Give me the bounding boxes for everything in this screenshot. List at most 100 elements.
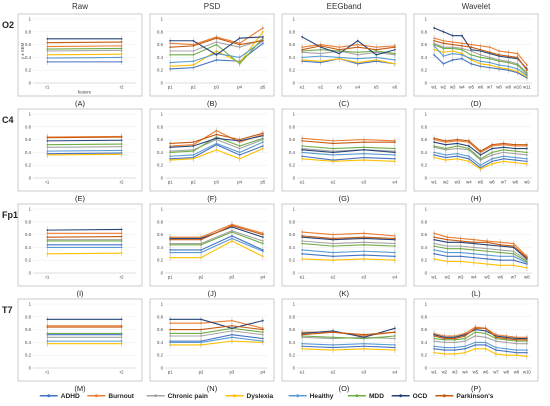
panel-label: (I) bbox=[76, 289, 84, 298]
series-line bbox=[302, 235, 395, 239]
data-point bbox=[443, 346, 446, 349]
data-point bbox=[488, 61, 491, 64]
y-tick-label: 0.6 bbox=[289, 137, 296, 142]
data-point bbox=[301, 231, 304, 233]
data-point bbox=[525, 73, 528, 75]
series-ocd bbox=[169, 132, 264, 151]
row-title-t7: T7 bbox=[2, 305, 13, 315]
x-tick-label: p3 bbox=[214, 180, 219, 185]
data-point bbox=[120, 240, 123, 242]
y-tick-label: 0.8 bbox=[157, 314, 164, 319]
y-tick-label: 0 bbox=[161, 81, 164, 86]
y-tick-label: 1 bbox=[425, 17, 428, 22]
data-point bbox=[444, 159, 447, 161]
data-point bbox=[525, 151, 528, 154]
series-line bbox=[434, 245, 528, 262]
data-point bbox=[479, 164, 482, 167]
y-tick-label: 0.2 bbox=[25, 163, 32, 168]
series-mdd bbox=[433, 242, 528, 265]
data-point bbox=[525, 338, 528, 341]
data-point bbox=[120, 228, 123, 231]
series-healthy bbox=[46, 337, 123, 345]
legend-marker bbox=[296, 394, 300, 398]
x-tick-label: e5 bbox=[374, 85, 379, 90]
data-point bbox=[363, 258, 365, 260]
data-point bbox=[120, 56, 123, 59]
data-point bbox=[453, 346, 456, 349]
y-tick-label: 1 bbox=[29, 112, 32, 117]
data-point bbox=[393, 151, 396, 154]
series-line bbox=[434, 335, 527, 345]
series-healthy bbox=[433, 339, 528, 354]
data-point bbox=[261, 340, 264, 343]
series-line bbox=[170, 223, 264, 238]
panel-l: 0 0.2 0.4 0.6 0.8 1 w1 w2 w3 w4 w5 w6 w7 w8 (L) bbox=[413, 203, 539, 298]
data-point bbox=[461, 34, 463, 37]
data-point bbox=[192, 150, 195, 153]
legend-marker bbox=[47, 394, 51, 398]
data-point bbox=[495, 353, 497, 355]
series-line bbox=[302, 137, 395, 142]
data-point bbox=[200, 256, 202, 259]
x-tick-label: p2 bbox=[199, 275, 204, 280]
data-point bbox=[261, 36, 264, 38]
series-line bbox=[302, 49, 395, 55]
data-point bbox=[261, 328, 264, 331]
panel-label: (A) bbox=[75, 99, 86, 108]
y-tick-label: 0.8 bbox=[421, 314, 428, 319]
data-point bbox=[451, 47, 454, 50]
data-point bbox=[486, 258, 489, 260]
data-point bbox=[474, 341, 477, 344]
data-point bbox=[332, 147, 334, 150]
series-line bbox=[434, 331, 527, 342]
y-tick-label: 0.2 bbox=[157, 353, 164, 358]
x-tick-label: e4 bbox=[355, 85, 360, 90]
y-tick-label: 0.6 bbox=[25, 42, 32, 47]
data-point bbox=[261, 147, 264, 150]
data-point bbox=[456, 138, 459, 141]
series-line bbox=[302, 58, 395, 65]
data-point bbox=[525, 266, 528, 269]
data-point bbox=[512, 252, 515, 255]
x-tick-label: r1 bbox=[46, 370, 50, 375]
legend-label: Parkinson's bbox=[456, 393, 493, 400]
data-point bbox=[479, 56, 482, 59]
data-point bbox=[516, 64, 519, 66]
data-point bbox=[363, 159, 365, 161]
data-point bbox=[46, 48, 49, 50]
series-line bbox=[47, 135, 122, 138]
y-tick-label: 0.8 bbox=[421, 124, 428, 129]
legend-marker bbox=[154, 394, 158, 398]
data-point bbox=[433, 39, 436, 42]
data-point bbox=[301, 148, 304, 151]
data-point bbox=[525, 256, 528, 259]
data-point bbox=[433, 151, 436, 154]
data-point bbox=[356, 61, 359, 64]
series-parkinson-s bbox=[301, 42, 396, 53]
y-tick-label: 0 bbox=[293, 271, 296, 276]
x-tick-label: p2 bbox=[191, 180, 196, 185]
data-point bbox=[356, 57, 359, 60]
series-line bbox=[302, 343, 395, 346]
x-tick-label: w4 bbox=[462, 370, 468, 375]
data-point bbox=[301, 249, 304, 251]
panel-label: (N) bbox=[207, 384, 218, 393]
data-point bbox=[169, 146, 172, 149]
panel-m: 0 0.2 0.4 0.6 0.8 1 r1 r2 (M) bbox=[17, 298, 143, 393]
series-parkinson-s bbox=[301, 137, 396, 147]
y-tick-label: 0.2 bbox=[421, 163, 428, 168]
data-point bbox=[375, 48, 378, 51]
data-point bbox=[446, 260, 449, 263]
data-point bbox=[375, 53, 378, 56]
series-ocd bbox=[46, 35, 123, 43]
series-line bbox=[302, 58, 395, 65]
x-tick-label: p4 bbox=[260, 370, 265, 375]
data-point bbox=[502, 160, 505, 163]
data-point bbox=[192, 50, 195, 52]
data-point bbox=[486, 241, 489, 244]
x-tick-label: r2 bbox=[120, 180, 124, 185]
data-point bbox=[169, 251, 172, 254]
y-tick-label: 0.6 bbox=[157, 327, 164, 332]
data-point bbox=[498, 64, 500, 66]
y-tick-label: 0.8 bbox=[157, 219, 164, 224]
